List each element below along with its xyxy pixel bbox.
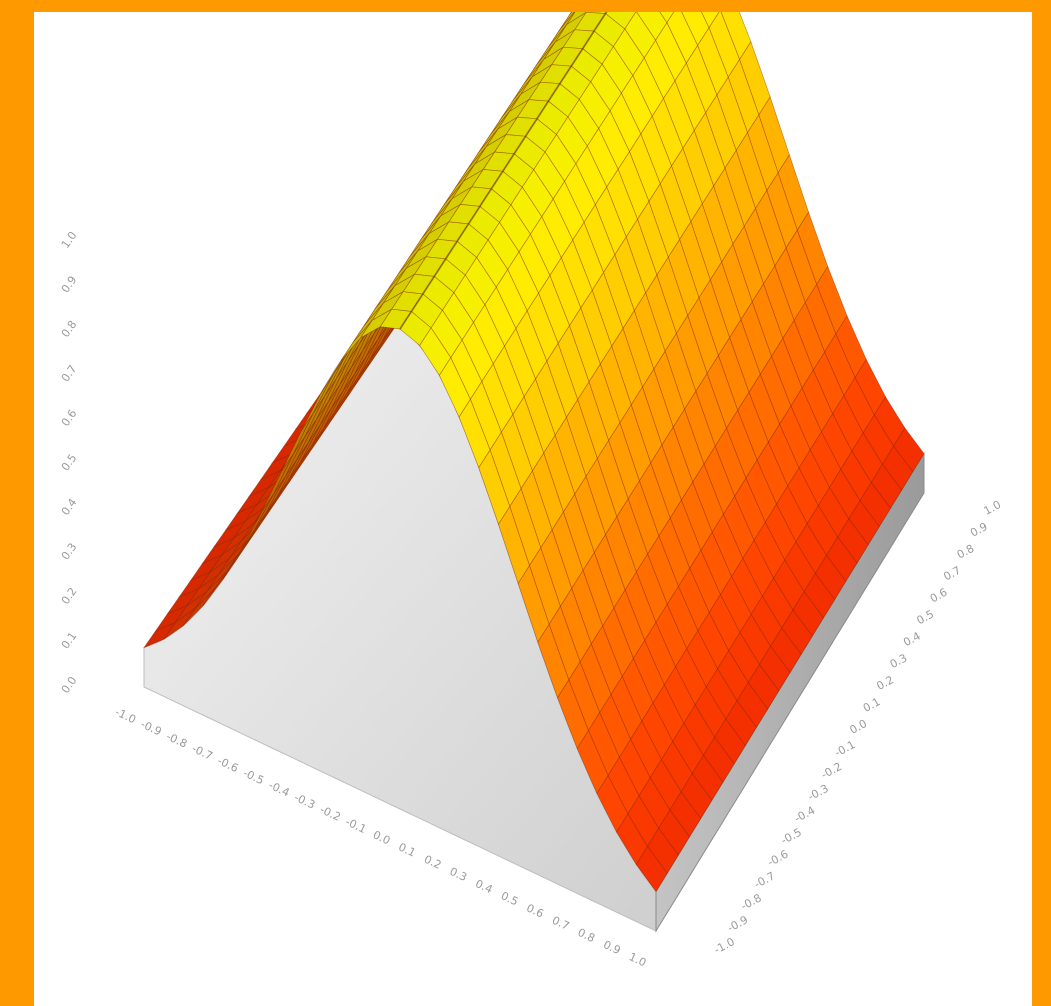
- y-tick-label: -0.2: [819, 760, 844, 782]
- x-tick-label: 0.5: [499, 889, 520, 908]
- x-tick-label: -0.7: [190, 742, 215, 763]
- x-tick-label: 1.0: [627, 950, 648, 969]
- y-tick-label: 0.1: [861, 695, 883, 715]
- x-tick-label: -0.5: [241, 766, 266, 787]
- y-tick-label: -1.0: [712, 935, 737, 957]
- z-tick-label: 0.8: [59, 318, 80, 340]
- surface-cell: [659, 12, 675, 24]
- surface-cell: [714, 718, 746, 765]
- x-tick-label: -0.2: [318, 803, 343, 824]
- surface-plot: 0.00.10.20.30.40.50.60.70.80.91.0 -1.0-0…: [59, 12, 1004, 969]
- z-tick-label: 0.3: [59, 541, 80, 563]
- x-tick-label: 0.2: [422, 853, 443, 872]
- surface-cell: [814, 554, 847, 601]
- surface-cell: [669, 791, 702, 838]
- x-tick-label: -0.6: [215, 754, 240, 775]
- x-tick-label: 0.1: [396, 840, 417, 859]
- y-tick-label: -0.7: [752, 869, 777, 891]
- y-tick-label: 0.7: [941, 564, 963, 584]
- y-tick-label: 0.0: [848, 717, 870, 737]
- x-tick-label: 0.8: [576, 926, 597, 945]
- surface-cell: [848, 500, 880, 546]
- y-tick-label: 0.8: [955, 542, 977, 562]
- z-tick-label: 0.9: [59, 274, 80, 296]
- z-tick-label: 0.0: [59, 674, 80, 696]
- surface-base-walls: [143, 325, 925, 933]
- chart-frame: 0.0 0.1 0.2 0.3 0.4 0.5 0.6 0.7 0.8 0.9 1.0 -1.0 -0…: [34, 12, 1032, 1006]
- z-tick-label: 0.5: [59, 452, 80, 474]
- y-tick-label: -0.3: [806, 782, 831, 804]
- surface-cell: [680, 772, 713, 820]
- y-tick-label: 0.9: [968, 520, 990, 540]
- x-tick-label: -0.9: [139, 718, 164, 739]
- x-tick-label: 0.9: [601, 938, 622, 957]
- y-tick-label: -0.9: [725, 913, 750, 935]
- y-tick-label: -0.6: [765, 848, 790, 870]
- y-tick-label: -0.4: [792, 804, 817, 826]
- x-tick-label: -0.8: [164, 730, 189, 751]
- y-tick-label: 0.3: [888, 651, 910, 671]
- x-tick-label: -0.1: [343, 815, 368, 836]
- z-tick-label: 0.1: [59, 630, 80, 652]
- y-tick-label: -0.1: [832, 738, 857, 760]
- x-tick-label: -0.4: [267, 779, 292, 800]
- surface-ridge-line: [399, 12, 608, 330]
- surface-cell: [635, 845, 668, 893]
- surface-mesh: [143, 12, 925, 893]
- y-tick-label: 0.6: [928, 586, 950, 606]
- x-tick-label: 0.4: [473, 877, 494, 896]
- y-tick-label: -0.8: [739, 891, 764, 913]
- surface-cell: [570, 12, 573, 14]
- x-tick-label: 0.0: [371, 828, 392, 847]
- surface-cell: [558, 12, 575, 32]
- y-tick-label: 0.5: [915, 608, 937, 628]
- surface-cell: [658, 809, 690, 856]
- x-tick-label: 0.3: [448, 865, 469, 884]
- z-tick-label: 0.7: [59, 363, 80, 385]
- x-tick-label: -1.0: [113, 705, 138, 726]
- x-tick-label: 0.6: [524, 901, 545, 920]
- surface-cell: [803, 572, 836, 619]
- z-tick-label: 0.6: [59, 407, 80, 429]
- y-tick-label: 1.0: [982, 498, 1004, 518]
- y-tick-label: -0.5: [779, 826, 804, 848]
- y-tick-label: 0.4: [901, 629, 923, 649]
- surface-cell: [691, 754, 724, 801]
- z-tick-label: 0.4: [59, 496, 80, 518]
- surface-cell: [647, 827, 679, 874]
- x-tick-label: 0.7: [550, 914, 571, 933]
- surface-cell: [547, 12, 576, 49]
- z-axis-ticks: 0.0 0.1 0.2 0.3 0.4 0.5 0.6 0.7 0.8 0.9 1.0: [59, 229, 80, 696]
- y-tick-label: 0.2: [874, 673, 896, 693]
- side-wall: [655, 451, 925, 933]
- x-tick-label: -0.3: [292, 791, 317, 812]
- z-tick-label: 1.0: [59, 229, 80, 251]
- z-tick-label: 0.2: [59, 585, 80, 607]
